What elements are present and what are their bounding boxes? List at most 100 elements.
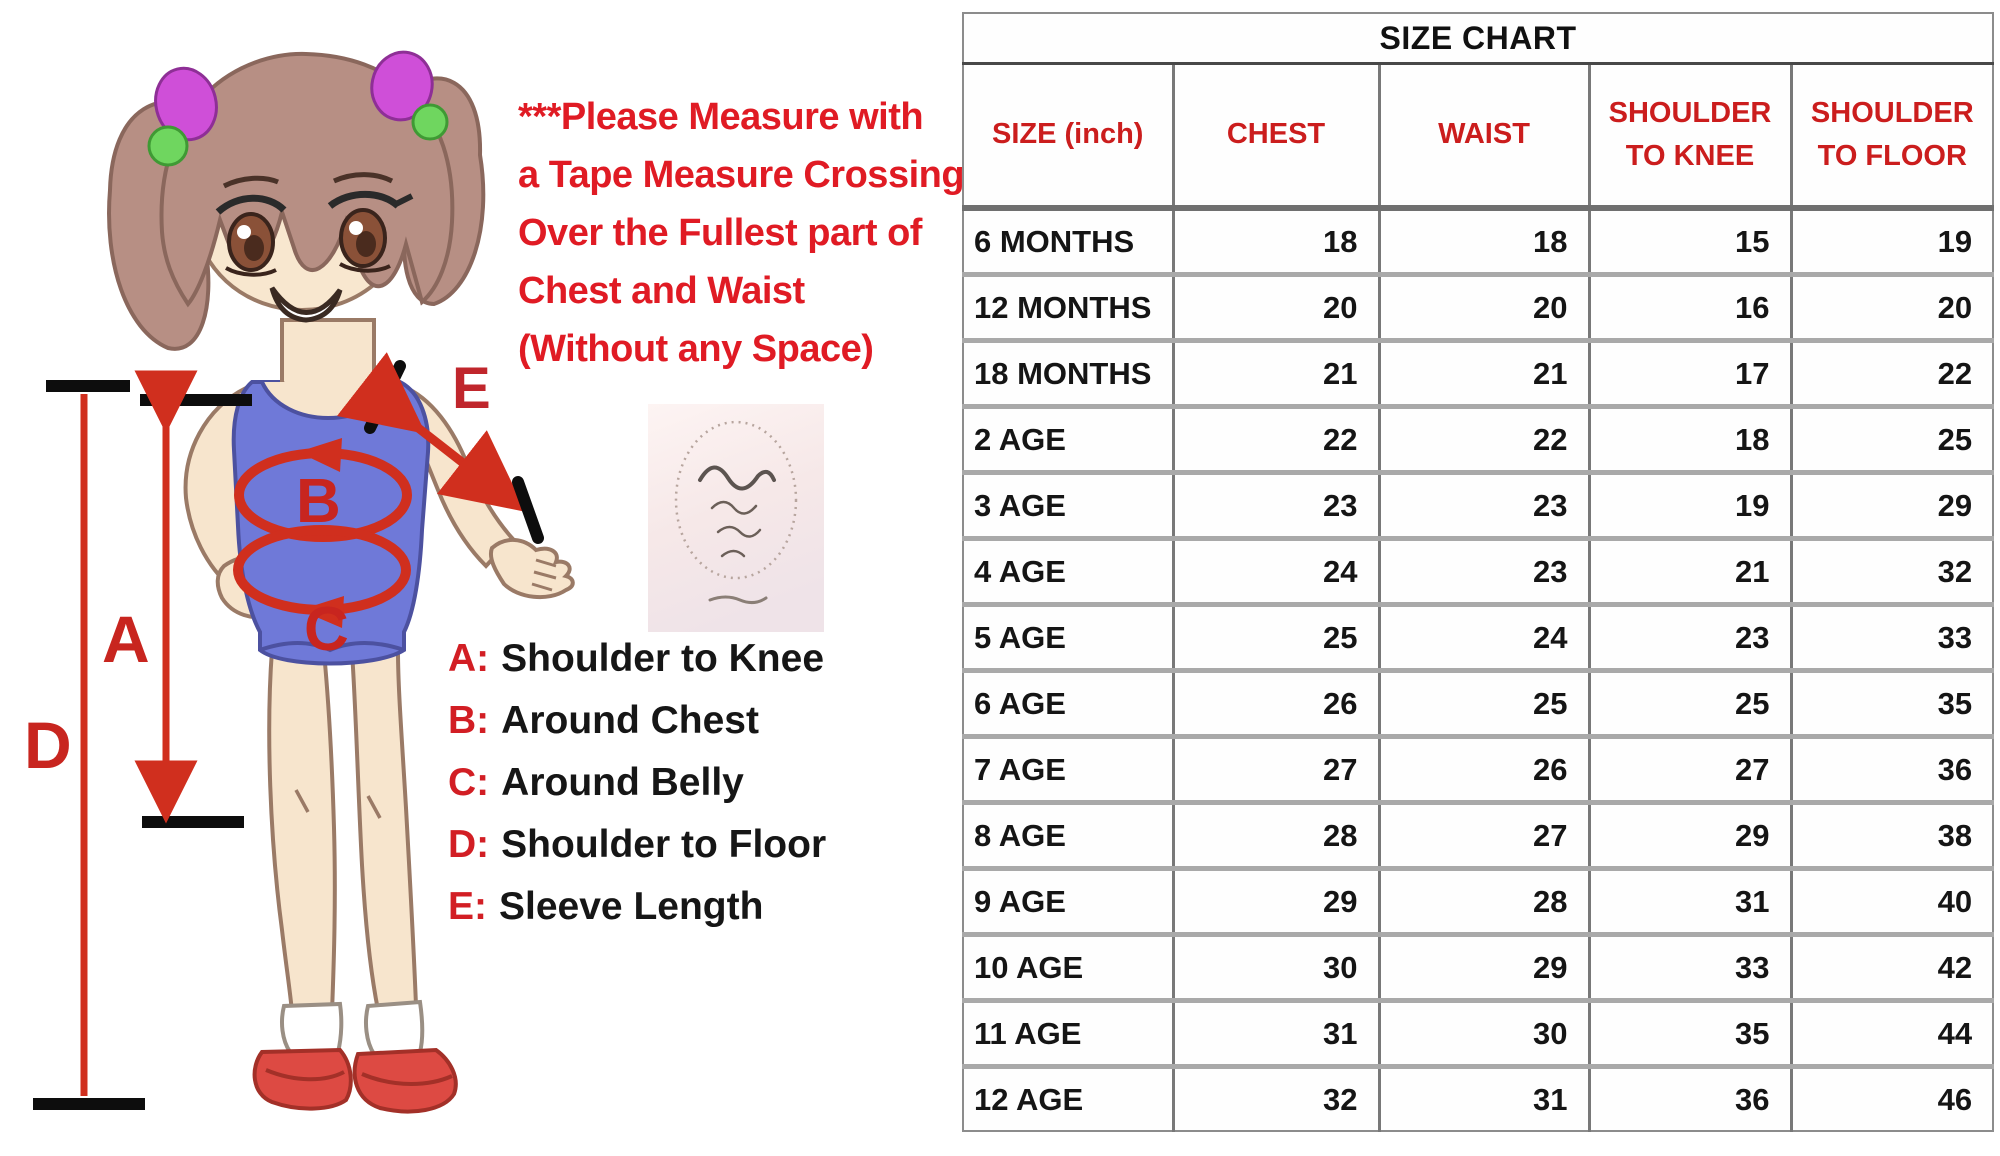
table-row: 12 MONTHS 20 20 16 20 [963,272,1994,341]
table-row: 3 AGE 23 23 19 29 [963,470,1994,539]
size-cell: 10 AGE [963,932,1173,1001]
column-header-shoulder-to-knee: SHOULDER TO KNEE [1587,63,1791,211]
legend-label: Sleeve Length [499,885,764,928]
legend-key: D: [448,823,490,866]
floor-cell: 44 [1789,998,1994,1067]
knee-cell: 33 [1587,932,1791,1001]
waist-cell: 25 [1377,668,1589,737]
legend-item-c: C: Around Belly [448,752,826,814]
floor-cell: 40 [1789,866,1994,935]
chest-cell: 25 [1171,602,1379,671]
column-header-chest: CHEST [1171,63,1379,211]
size-cell: 6 AGE [963,668,1173,737]
floor-cell: 22 [1789,338,1994,407]
leg-right [349,650,419,1013]
hair-bobble-magenta-right [370,50,434,122]
column-header-shoulder-to-floor: SHOULDER TO FLOOR [1789,63,1994,211]
legend-label: Around Belly [501,761,744,804]
chest-cell: 27 [1171,734,1379,803]
measure-label-c: C [304,595,349,664]
sock-right [364,999,425,1057]
size-cell: 4 AGE [963,536,1173,605]
chest-cell: 26 [1171,668,1379,737]
waist-cell: 27 [1377,800,1589,869]
chest-cell: 22 [1171,404,1379,473]
finger-lines [531,558,557,592]
legend-key: C: [448,761,490,804]
table-row: 11 AGE 31 30 35 44 [963,998,1994,1067]
waist-cell: 24 [1377,602,1589,671]
floor-cell: 35 [1789,668,1994,737]
instruction-line: ***Please Measure with [518,96,924,138]
floor-cell: 20 [1789,272,1994,341]
legend-key: B: [448,699,490,742]
size-cell: 12 MONTHS [963,272,1173,341]
chest-cell: 30 [1171,932,1379,1001]
leotard-leg-edge [259,641,405,653]
hair-bobble-magenta-left [154,66,218,142]
table-row: 8 AGE 28 27 29 38 [963,800,1994,869]
floor-cell: 25 [1789,404,1994,473]
legend-item-a: A: Shoulder to Knee [448,628,826,690]
knee-cell: 16 [1587,272,1791,341]
measure-label-d: D [24,708,72,782]
chest-cell: 21 [1171,338,1379,407]
size-chart-title: SIZE CHART [963,13,1994,65]
floor-cell: 33 [1789,602,1994,671]
chest-cell: 20 [1171,272,1379,341]
knee-cell: 35 [1587,998,1791,1067]
floor-cell: 46 [1789,1064,1994,1131]
instruction-line: a Tape Measure Crossing [518,154,965,196]
instruction-line: (Without any Space) [518,328,874,370]
sock-left [280,1001,344,1054]
floor-ref-bar [33,1098,145,1110]
table-title-row: SIZE CHART [963,13,1994,65]
floor-cell: 38 [1789,800,1994,869]
sleeve-slash-wrist [512,476,544,544]
hair-bobble-green-right [411,103,449,141]
knee-cell: 17 [1587,338,1791,407]
belly-arrowhead [300,596,344,628]
eyes [215,172,414,277]
size-cell: 11 AGE [963,998,1173,1067]
waist-cell: 26 [1377,734,1589,803]
chest-cell: 32 [1171,1064,1379,1131]
floor-cell: 29 [1789,470,1994,539]
table-row: 18 MONTHS 21 21 17 22 [963,338,1994,407]
measure-instructions: ***Please Measure with a Tape Measure Cr… [518,88,968,378]
size-chart-table: SIZE CHART SIZE (inch) CHEST WAIST SHOUL… [962,12,1995,1132]
girl-illustration [107,50,575,1114]
size-cell: 3 AGE [963,470,1173,539]
shoulder-ref-bar-inner [140,394,252,406]
size-cell: 5 AGE [963,602,1173,671]
waist-cell: 20 [1377,272,1589,341]
chest-cell: 24 [1171,536,1379,605]
legend-item-d: D: Shoulder to Floor [448,814,826,876]
waist-cell: 23 [1377,470,1589,539]
knee-marks [294,789,382,819]
chest-cell: 18 [1171,205,1379,275]
chest-cell: 31 [1171,998,1379,1067]
chest-cell: 23 [1171,470,1379,539]
column-header-size: SIZE (inch) [963,63,1173,211]
floor-cell: 32 [1789,536,1994,605]
instruction-line: Chest and Waist [518,270,805,312]
table-row: 10 AGE 30 29 33 42 [963,932,1994,1001]
table-row: 6 MONTHS 18 18 15 19 [963,205,1994,275]
waist-cell: 21 [1377,338,1589,407]
chest-cell: 29 [1171,866,1379,935]
waist-cell: 23 [1377,536,1589,605]
waist-cell: 31 [1377,1064,1589,1131]
legend-item-b: B: Around Chest [448,690,826,752]
legend-label: Around Chest [501,699,759,742]
legend-key: E: [448,885,487,928]
hair-bobble-green-left [147,125,189,167]
table-header-row: SIZE (inch) CHEST WAIST SHOULDER TO KNEE… [963,63,1994,211]
legend-item-e: E: Sleeve Length [448,876,826,938]
chest-cell: 28 [1171,800,1379,869]
knee-cell: 36 [1587,1064,1791,1131]
legend-label: Shoulder to Knee [501,637,825,680]
knee-cell: 23 [1587,602,1791,671]
measure-annotations: A B C D E [24,352,544,1110]
